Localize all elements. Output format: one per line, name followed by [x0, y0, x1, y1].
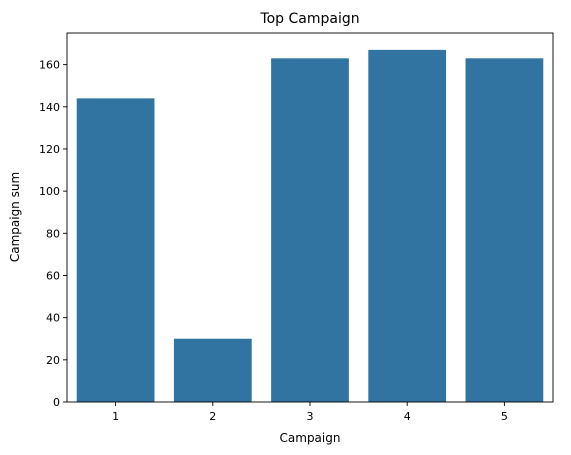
chart-title: Top Campaign	[259, 11, 359, 27]
x-tick-label-4: 4	[404, 410, 411, 423]
bar-5	[465, 58, 544, 402]
bars-group	[76, 49, 544, 403]
x-tick-label-1: 1	[112, 410, 119, 423]
x-tick-label-2: 2	[209, 410, 216, 423]
y-tick-label-20: 20	[46, 354, 60, 367]
bar-4	[368, 49, 447, 403]
y-tick-label-40: 40	[46, 312, 60, 325]
y-axis-ticks: 0 20 40 60 80 100 120 140 160	[39, 59, 67, 409]
x-tick-label-3: 3	[307, 410, 314, 423]
bar-3	[271, 58, 349, 402]
y-tick-label-60: 60	[46, 269, 60, 282]
bar-1	[76, 98, 155, 402]
bar-2	[173, 338, 252, 402]
y-tick-label-140: 140	[39, 101, 60, 114]
x-tick-label-5: 5	[501, 410, 508, 423]
y-tick-label-80: 80	[46, 227, 60, 240]
x-axis-label: Campaign	[280, 431, 341, 445]
y-tick-label-120: 120	[39, 143, 60, 156]
y-axis-label: Campaign sum	[8, 172, 22, 262]
y-tick-label-0: 0	[53, 396, 60, 409]
x-axis-ticks: 1 2 3 4 5	[112, 402, 508, 423]
plot-frame	[66, 32, 554, 403]
y-tick-label-100: 100	[39, 185, 60, 198]
y-tick-label-160: 160	[39, 59, 60, 72]
